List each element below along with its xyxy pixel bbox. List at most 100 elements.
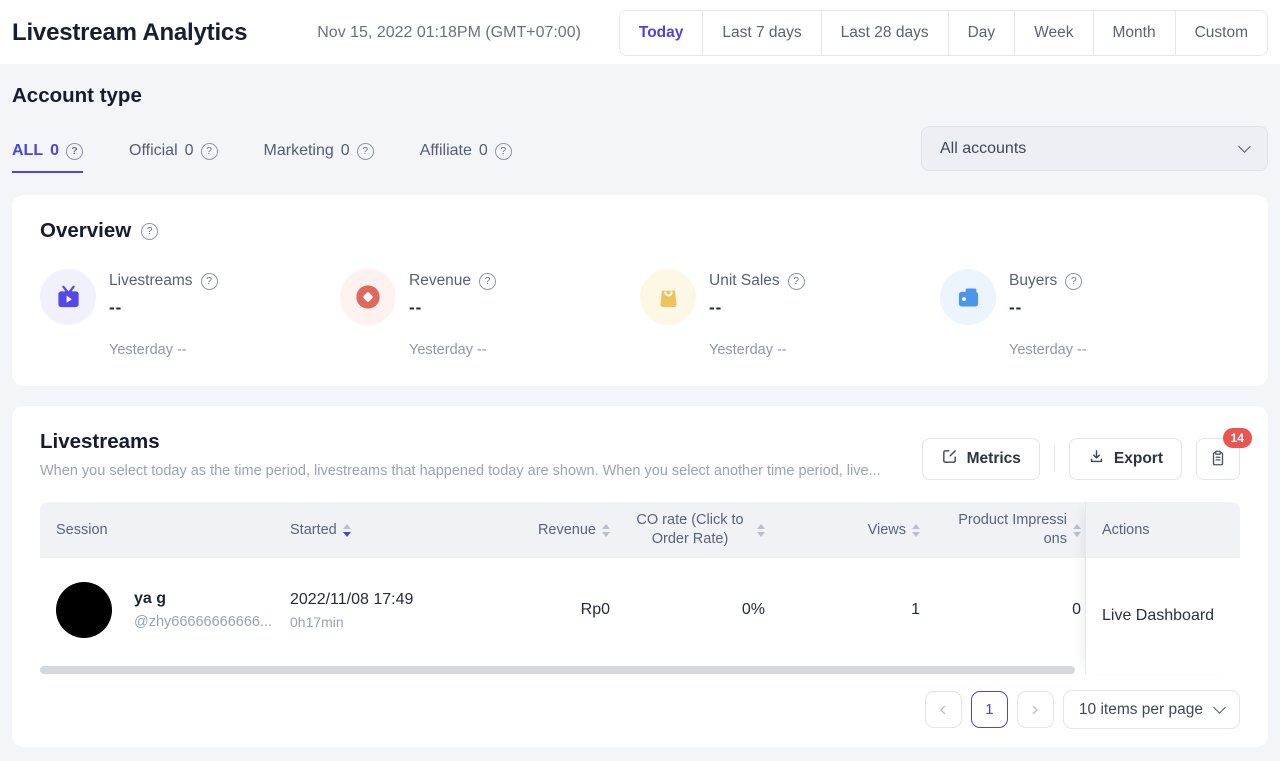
help-icon[interactable]: ? (356, 142, 374, 160)
metric-livestreams: Livestreams ? -- Yesterday -- (40, 269, 340, 358)
metric-label: Revenue (409, 272, 472, 289)
account-tab-count: 0 (340, 142, 350, 159)
page-size-value: 10 items per page (1078, 700, 1203, 718)
shopping-bag-icon (640, 269, 696, 325)
stream-duration: 0h17min (290, 613, 344, 630)
page-number-button[interactable]: 1 (970, 691, 1008, 728)
help-icon[interactable]: ? (479, 272, 497, 290)
account-tab-label: Official (129, 142, 178, 159)
period-tab-day[interactable]: Day (947, 11, 1015, 55)
account-tab-all[interactable]: ALL 0 ? (12, 142, 84, 173)
account-select-dropdown[interactable]: All accounts (921, 126, 1268, 171)
metric-label: Buyers (1009, 272, 1058, 289)
table-header-row: Session Started Revenue CO rate (Click t… (40, 502, 1085, 558)
column-header-started: Started (290, 522, 515, 538)
metrics-button[interactable]: Metrics (921, 438, 1040, 480)
download-icon (1088, 448, 1105, 470)
actions-column: Actions Live Dashboard (1085, 502, 1240, 674)
metric-revenue: Revenue ? -- Yesterday -- (340, 269, 640, 358)
divider (1053, 446, 1055, 472)
help-icon[interactable]: ? (1065, 272, 1083, 290)
metric-yesterday: Yesterday -- (1009, 342, 1087, 358)
account-tab-official[interactable]: Official 0 ? (129, 142, 218, 173)
account-type-tabs: ALL 0 ? Official 0 ? Marketing 0 ? Affil… (12, 142, 512, 173)
metric-yesterday: Yesterday -- (709, 342, 787, 358)
prev-page-button[interactable] (924, 691, 962, 728)
clipboard-button[interactable]: 14 (1196, 428, 1252, 480)
sort-control-started[interactable] (342, 523, 351, 537)
account-tab-affiliate[interactable]: Affiliate 0 ? (420, 142, 512, 173)
metric-label: Unit Sales (709, 272, 780, 289)
chevron-down-icon (1238, 139, 1251, 153)
live-dashboard-link[interactable]: Live Dashboard (1102, 607, 1215, 624)
session-cell: ya g @zhy66666666666... (40, 582, 290, 638)
period-tab-month[interactable]: Month (1092, 11, 1175, 55)
tv-icon (40, 269, 96, 325)
metric-value: -- (409, 298, 423, 317)
livestreams-heading: Livestreams (40, 430, 160, 453)
coin-icon (340, 269, 396, 325)
help-icon[interactable]: ? (66, 142, 84, 160)
metric-label: Livestreams (109, 272, 193, 289)
period-tab-last-7-days[interactable]: Last 7 days (702, 11, 821, 55)
period-tab-custom[interactable]: Custom (1174, 11, 1267, 55)
account-tab-label: ALL (12, 142, 44, 159)
metric-value: -- (1009, 298, 1023, 317)
column-header-actions: Actions (1086, 502, 1240, 558)
revenue-cell: Rp0 (580, 601, 610, 618)
sort-control-revenue[interactable] (602, 523, 610, 537)
metrics-icon (941, 448, 958, 470)
metric-value: -- (109, 298, 123, 317)
help-icon[interactable]: ? (494, 142, 512, 160)
metric-unit-sales: Unit Sales ? -- Yesterday -- (640, 269, 940, 358)
top-header: Livestream Analytics Nov 15, 2022 01:18P… (0, 0, 1280, 64)
column-header-co-rate: CO rate (Click to Order Rate) (610, 511, 765, 549)
livestreams-description: When you select today as the time period… (40, 463, 881, 479)
views-cell: 1 (911, 601, 920, 618)
period-tab-today[interactable]: Today (619, 11, 703, 55)
period-tab-week[interactable]: Week (1014, 11, 1093, 55)
export-button[interactable]: Export (1068, 438, 1182, 480)
started-cell: 2022/11/08 17:49 0h17min (290, 591, 515, 630)
account-tab-count: 0 (478, 142, 488, 159)
page-size-dropdown[interactable]: 10 items per page (1062, 690, 1240, 729)
account-tab-count: 0 (184, 142, 194, 159)
metrics-button-label: Metrics (966, 450, 1021, 467)
help-icon[interactable]: ? (141, 222, 159, 240)
sort-control-views[interactable] (912, 523, 920, 537)
account-tab-marketing[interactable]: Marketing 0 ? (264, 142, 374, 173)
metric-yesterday: Yesterday -- (409, 342, 487, 358)
account-type-heading: Account type (12, 84, 142, 107)
clipboard-icon (1209, 449, 1227, 470)
metric-value: -- (709, 298, 723, 317)
column-header-session: Session (56, 522, 108, 538)
metric-buyers: Buyers ? -- Yesterday -- (940, 269, 1240, 358)
period-tab-group: Today Last 7 days Last 28 days Day Week … (618, 10, 1268, 56)
period-tab-last-28-days[interactable]: Last 28 days (820, 11, 948, 55)
next-page-button[interactable] (1016, 691, 1054, 728)
table-row: ya g @zhy66666666666... 2022/11/08 17:49… (40, 558, 1085, 662)
notification-badge: 14 (1222, 428, 1252, 448)
help-icon[interactable]: ? (200, 272, 218, 290)
help-icon[interactable]: ? (200, 142, 218, 160)
livestreams-table: Session Started Revenue CO rate (Click t… (40, 502, 1240, 674)
account-tab-label: Affiliate (419, 142, 472, 159)
export-button-label: Export (1113, 450, 1163, 467)
started-datetime: 2022/11/08 17:49 (290, 590, 414, 608)
current-datetime: Nov 15, 2022 01:18PM (GMT+07:00) (317, 24, 581, 41)
overview-heading: Overview (40, 219, 132, 242)
livestreams-card: Livestreams When you select today as the… (12, 406, 1268, 747)
sort-control-product-impressions[interactable] (1073, 523, 1081, 537)
page-title: Livestream Analytics (12, 19, 248, 46)
metric-yesterday: Yesterday -- (109, 342, 187, 358)
chevron-down-icon (1213, 701, 1226, 714)
pagination: 1 10 items per page (40, 690, 1240, 729)
product-impressions-cell: 0 (1072, 601, 1081, 618)
help-icon[interactable]: ? (787, 272, 805, 290)
sort-control-co-rate[interactable] (757, 523, 765, 537)
account-tab-label: Marketing (263, 142, 334, 159)
co-rate-cell: 0% (741, 601, 765, 618)
horizontal-scrollbar[interactable] (40, 666, 1075, 674)
account-tab-count: 0 (50, 142, 60, 159)
session-handle: @zhy66666666666... (134, 614, 273, 630)
